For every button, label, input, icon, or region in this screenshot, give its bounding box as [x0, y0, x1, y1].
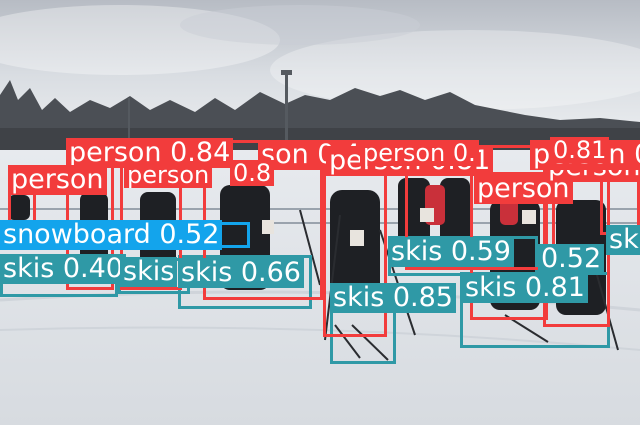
ski-pole — [299, 209, 321, 286]
race-bib — [262, 220, 274, 234]
skis-label: skis 0.85 — [330, 283, 456, 313]
light-pole — [128, 98, 130, 138]
person-label: person — [8, 165, 107, 195]
cloud — [270, 30, 640, 110]
ski-track — [0, 326, 640, 351]
person-label: person — [124, 162, 213, 188]
skis-label: skis 0.81 — [462, 273, 588, 303]
ski-pole — [324, 214, 341, 341]
person-label: 0.81 — [550, 137, 610, 163]
skis-label: skis 0.40 — [0, 254, 126, 284]
skis-label: skis — [120, 257, 178, 287]
race-bib — [522, 210, 536, 224]
skier — [8, 195, 30, 220]
race-bib — [420, 208, 434, 222]
light-pole — [285, 72, 288, 142]
snowboard-label: snowboard 0.52 — [0, 220, 223, 250]
skis-label: 0.52 — [538, 244, 605, 274]
skier — [330, 190, 380, 310]
skis-label: skis 0.66 — [178, 258, 304, 288]
race-bib — [350, 230, 364, 246]
cloud — [180, 5, 420, 45]
light-pole-head — [281, 70, 292, 75]
ski — [334, 324, 361, 359]
person-label: 0.8 — [230, 160, 275, 186]
skis-label: skis 0.59 — [388, 237, 514, 267]
skis-label: ski — [606, 225, 640, 255]
person-label: person 0. — [360, 140, 479, 166]
ski — [351, 324, 389, 361]
